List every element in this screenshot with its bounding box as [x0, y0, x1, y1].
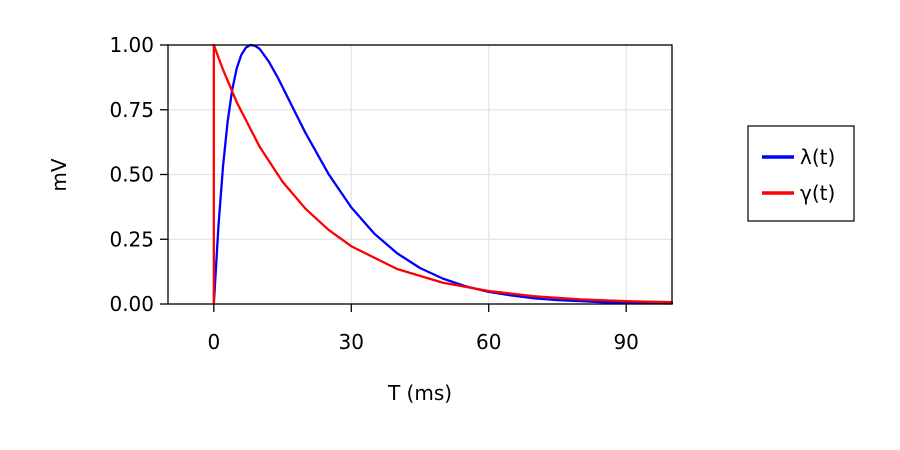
- grid-lines: [168, 44, 672, 305]
- axis-ticks: 0 30 60 90 0.00 0.25 0.50 0.75 1.00: [109, 33, 638, 354]
- series-line-lambda: [212, 43, 674, 306]
- x-tick-label: 90: [613, 330, 638, 354]
- x-tick-label: 60: [476, 330, 501, 354]
- y-tick-label: 0.00: [109, 292, 154, 316]
- series-lines: [212, 43, 674, 306]
- x-tick-label: 0: [207, 330, 220, 354]
- x-axis-title: T (ms): [387, 381, 452, 405]
- legend-label-gamma: γ(t): [800, 181, 835, 205]
- y-axis-title: mV: [47, 158, 71, 191]
- y-tick-label: 0.75: [109, 98, 154, 122]
- y-tick-label: 1.00: [109, 33, 154, 57]
- legend-label-lambda: λ(t): [800, 145, 835, 169]
- y-tick-label: 0.50: [109, 163, 154, 187]
- x-tick-label: 30: [339, 330, 364, 354]
- series-line-gamma: [212, 43, 674, 306]
- legend-box: [747, 125, 855, 222]
- y-tick-label: 0.25: [109, 227, 154, 251]
- legend: λ(t) γ(t): [747, 125, 855, 222]
